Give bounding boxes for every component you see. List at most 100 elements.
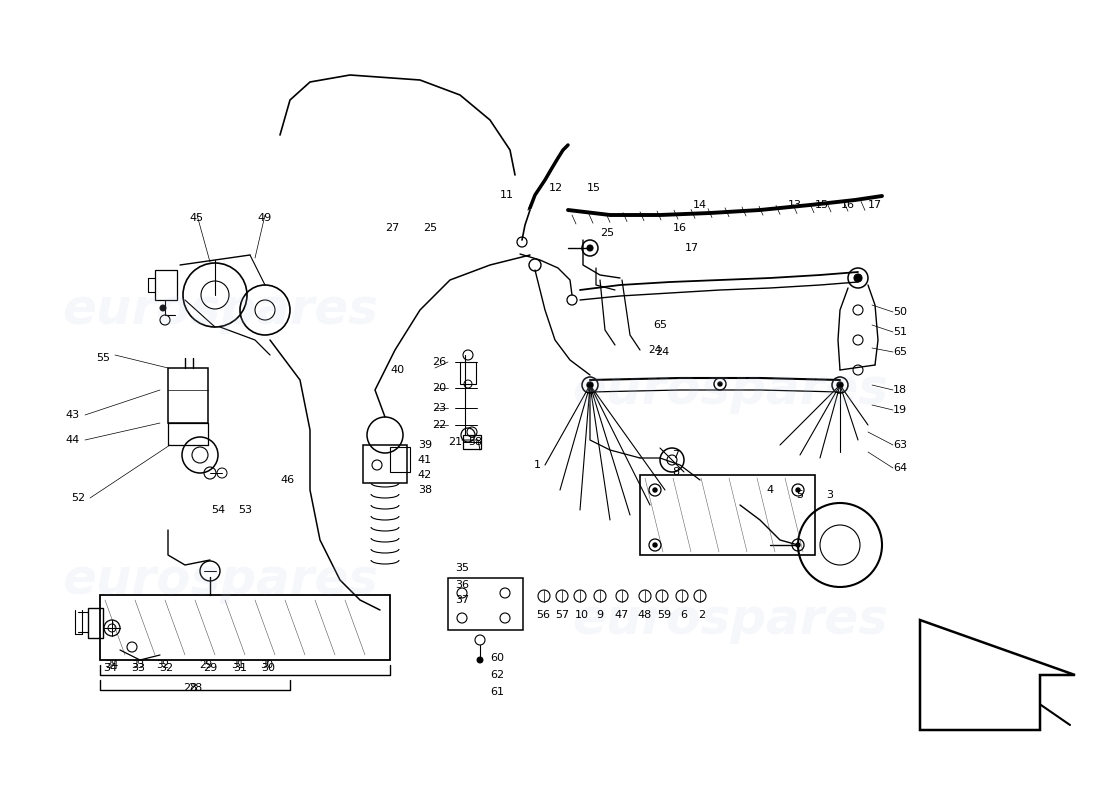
- Text: 33: 33: [131, 663, 145, 673]
- Text: 55: 55: [96, 353, 110, 363]
- Text: 48: 48: [638, 610, 652, 620]
- Text: 24: 24: [648, 345, 661, 355]
- Text: 19: 19: [893, 405, 907, 415]
- Text: 11: 11: [500, 190, 514, 200]
- Circle shape: [854, 274, 862, 282]
- Text: 36: 36: [455, 580, 469, 590]
- Bar: [363, 445, 407, 483]
- Text: 42: 42: [418, 470, 432, 480]
- Text: 3: 3: [826, 490, 834, 500]
- Text: 16: 16: [842, 200, 855, 210]
- Text: 15: 15: [815, 200, 829, 210]
- Text: 53: 53: [238, 505, 252, 515]
- Text: 12: 12: [549, 183, 563, 193]
- Text: 38: 38: [418, 485, 432, 495]
- Circle shape: [653, 488, 657, 492]
- Bar: [390, 447, 410, 472]
- Text: 21: 21: [448, 437, 462, 447]
- Text: 65: 65: [653, 320, 667, 330]
- Text: 35: 35: [455, 563, 469, 573]
- Text: 51: 51: [893, 327, 907, 337]
- Text: 1: 1: [534, 460, 541, 470]
- Bar: [640, 475, 815, 555]
- Text: 56: 56: [536, 610, 550, 620]
- Text: 46: 46: [280, 475, 294, 485]
- Text: 17: 17: [685, 243, 700, 253]
- Circle shape: [477, 657, 483, 663]
- Circle shape: [837, 382, 843, 388]
- Text: 15: 15: [587, 183, 601, 193]
- Text: eurospares: eurospares: [62, 286, 378, 334]
- Text: 58: 58: [468, 437, 482, 447]
- Circle shape: [653, 543, 657, 547]
- Text: 4: 4: [767, 485, 773, 495]
- Text: 65: 65: [893, 347, 907, 357]
- Text: 29: 29: [202, 663, 217, 673]
- Text: 20: 20: [432, 383, 447, 393]
- Bar: [100, 595, 390, 660]
- Text: 9: 9: [596, 610, 604, 620]
- Text: 39: 39: [418, 440, 432, 450]
- Text: 34: 34: [106, 660, 119, 670]
- Bar: [168, 368, 208, 423]
- Text: 57: 57: [554, 610, 569, 620]
- Text: 32: 32: [158, 663, 173, 673]
- Bar: [463, 435, 481, 449]
- Circle shape: [160, 305, 166, 311]
- Text: 6: 6: [681, 610, 688, 620]
- Text: 30: 30: [261, 660, 274, 670]
- Text: 63: 63: [893, 440, 907, 450]
- Circle shape: [796, 543, 800, 547]
- Text: 16: 16: [673, 223, 688, 233]
- Text: 13: 13: [788, 200, 802, 210]
- Text: 31: 31: [233, 663, 248, 673]
- Text: 10: 10: [575, 610, 589, 620]
- Text: 2: 2: [698, 610, 705, 620]
- Text: eurospares: eurospares: [572, 366, 888, 414]
- Circle shape: [587, 245, 593, 251]
- Bar: [155, 270, 177, 300]
- Text: 30: 30: [261, 663, 275, 673]
- Text: 18: 18: [893, 385, 907, 395]
- Text: 27: 27: [385, 223, 399, 233]
- Text: 64: 64: [893, 463, 907, 473]
- Text: 47: 47: [615, 610, 629, 620]
- Text: 7: 7: [672, 450, 679, 460]
- Text: 17: 17: [868, 200, 882, 210]
- Text: 40: 40: [390, 365, 404, 375]
- Text: 60: 60: [490, 653, 504, 663]
- Circle shape: [587, 382, 593, 388]
- Text: 59: 59: [657, 610, 671, 620]
- Text: 45: 45: [190, 213, 205, 223]
- Circle shape: [718, 382, 722, 386]
- Text: 25: 25: [600, 228, 614, 238]
- Text: 25: 25: [422, 223, 437, 233]
- Text: 33: 33: [131, 660, 144, 670]
- Text: 22: 22: [432, 420, 447, 430]
- Text: 54: 54: [211, 505, 226, 515]
- Text: 14: 14: [693, 200, 707, 210]
- Text: 29: 29: [199, 660, 212, 670]
- Text: 50: 50: [893, 307, 907, 317]
- Text: 34: 34: [103, 663, 117, 673]
- Text: 52: 52: [70, 493, 85, 503]
- Text: 24: 24: [654, 347, 669, 357]
- Polygon shape: [920, 620, 1075, 730]
- Circle shape: [796, 488, 800, 492]
- Text: eurospares: eurospares: [572, 596, 888, 644]
- Text: 49: 49: [257, 213, 272, 223]
- Bar: [448, 578, 522, 630]
- Text: 44: 44: [66, 435, 80, 445]
- Text: 43: 43: [66, 410, 80, 420]
- Text: 5: 5: [796, 490, 803, 500]
- Text: 37: 37: [455, 595, 469, 605]
- Text: 31: 31: [231, 660, 244, 670]
- Text: 8: 8: [672, 467, 679, 477]
- Text: 28: 28: [188, 683, 202, 693]
- Text: 61: 61: [490, 687, 504, 697]
- Text: 26: 26: [432, 357, 447, 367]
- Text: 41: 41: [418, 455, 432, 465]
- Text: 62: 62: [490, 670, 504, 680]
- Text: 23: 23: [432, 403, 447, 413]
- Text: 32: 32: [156, 660, 169, 670]
